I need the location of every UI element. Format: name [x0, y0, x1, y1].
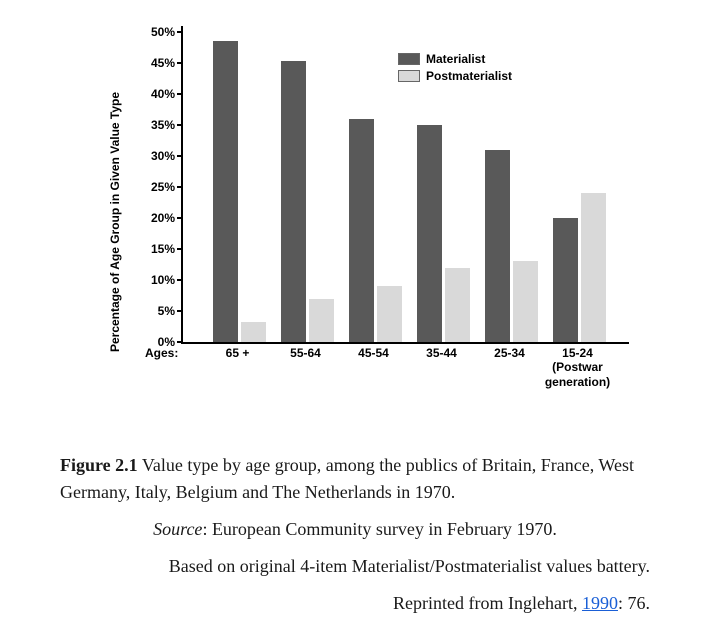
legend-item: Postmaterialist	[398, 69, 512, 83]
y-tick	[177, 248, 183, 250]
reprint-suffix: : 76.	[618, 593, 650, 613]
caption-reprint: Reprinted from Inglehart, 1990: 76.	[60, 590, 650, 617]
legend-label: Postmaterialist	[426, 69, 512, 83]
figure-caption: Figure 2.1 Value type by age group, amon…	[60, 452, 650, 617]
x-category-label: 25-34	[494, 346, 525, 360]
y-tick-label: 30%	[151, 149, 175, 163]
bar-postmaterialist	[581, 193, 606, 342]
source-label: Source	[153, 519, 202, 539]
y-tick	[177, 31, 183, 33]
page: Percentage of Age Group in Given Value T…	[0, 0, 710, 642]
y-tick-label: 25%	[151, 180, 175, 194]
caption-note: Based on original 4-item Materialist/Pos…	[60, 553, 650, 580]
bar-materialist	[553, 218, 578, 342]
y-tick	[177, 93, 183, 95]
bar-materialist	[213, 41, 238, 342]
bar-materialist	[485, 150, 510, 342]
caption-main: Figure 2.1 Value type by age group, amon…	[60, 452, 650, 506]
y-tick-label: 40%	[151, 87, 175, 101]
y-tick	[177, 124, 183, 126]
y-tick-label: 10%	[151, 273, 175, 287]
bar-postmaterialist	[513, 261, 538, 342]
legend: Materialist Postmaterialist	[398, 52, 512, 86]
x-category-label: 15-24(Postwargeneration)	[538, 346, 618, 389]
reprint-prefix: Reprinted from Inglehart,	[393, 593, 582, 613]
y-tick	[177, 279, 183, 281]
y-tick-label: 35%	[151, 118, 175, 132]
y-tick	[177, 62, 183, 64]
y-axis-label: Percentage of Age Group in Given Value T…	[108, 92, 122, 352]
x-category-label: 35-44	[426, 346, 457, 360]
bar-materialist	[349, 119, 374, 342]
y-tick	[177, 217, 183, 219]
figure-text: Value type by age group, among the publi…	[60, 455, 634, 502]
y-tick	[177, 155, 183, 157]
legend-swatch	[398, 70, 420, 82]
bar-materialist	[281, 61, 306, 342]
x-category-label: 45-54	[358, 346, 389, 360]
y-tick-label: 20%	[151, 211, 175, 225]
bar-postmaterialist	[445, 268, 470, 342]
y-tick	[177, 186, 183, 188]
figure-label: Figure 2.1	[60, 455, 138, 475]
axis-right-cap	[623, 342, 629, 344]
legend-swatch	[398, 53, 420, 65]
plot-area: MaterialistPostmaterialist 0%5%10%15%20%…	[181, 32, 623, 344]
y-tick-label: 15%	[151, 242, 175, 256]
source-text: : European Community survey in February …	[202, 519, 556, 539]
x-category-label: 65 +	[226, 346, 250, 360]
bar-postmaterialist	[377, 286, 402, 342]
bar-postmaterialist	[241, 322, 266, 342]
y-tick-label: 5%	[158, 304, 175, 318]
y-tick-label: 45%	[151, 56, 175, 70]
legend-label: Materialist	[426, 52, 485, 66]
bar-postmaterialist	[309, 299, 334, 342]
bar-materialist	[417, 125, 442, 342]
y-tick-label: 50%	[151, 25, 175, 39]
legend-item: Materialist	[398, 52, 512, 66]
caption-source: Source: European Community survey in Feb…	[60, 516, 650, 543]
x-axis-prefix: Ages:	[145, 346, 178, 360]
y-tick	[177, 310, 183, 312]
x-category-label: 55-64	[290, 346, 321, 360]
chart: Percentage of Age Group in Given Value T…	[145, 22, 635, 422]
reprint-link[interactable]: 1990	[582, 593, 618, 613]
y-tick	[177, 341, 183, 343]
